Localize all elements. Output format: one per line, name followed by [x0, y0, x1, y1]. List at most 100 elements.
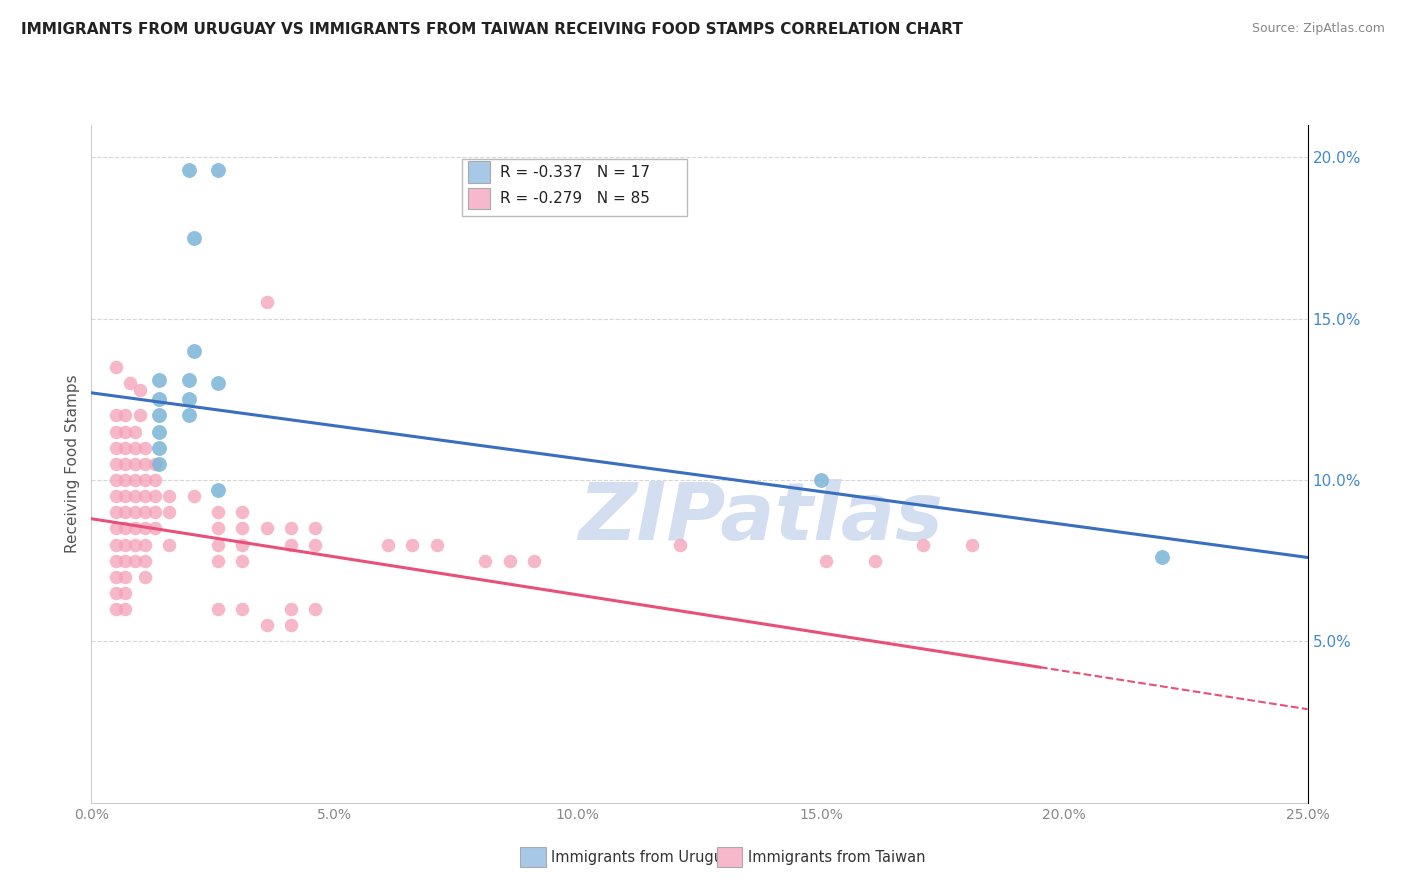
- Point: [134, 457, 156, 471]
- Point: [129, 409, 152, 423]
- Point: [104, 409, 127, 423]
- Point: [114, 505, 136, 519]
- Point: [207, 505, 229, 519]
- Point: [177, 163, 200, 178]
- Point: [426, 537, 449, 551]
- Point: [143, 505, 166, 519]
- Point: [104, 554, 127, 568]
- Point: [114, 409, 136, 423]
- Point: [148, 392, 170, 407]
- Point: [207, 483, 229, 497]
- Point: [177, 373, 200, 387]
- Point: [104, 505, 127, 519]
- Point: [183, 343, 205, 358]
- Point: [124, 425, 146, 439]
- Point: [148, 441, 170, 455]
- Point: [120, 376, 142, 391]
- Point: [104, 521, 127, 535]
- Point: [474, 554, 496, 568]
- Point: [104, 473, 127, 487]
- Point: [134, 441, 156, 455]
- Point: [104, 441, 127, 455]
- Point: [280, 618, 302, 632]
- Point: [177, 392, 200, 407]
- Point: [114, 570, 136, 584]
- Point: [124, 441, 146, 455]
- Point: [124, 473, 146, 487]
- Point: [231, 521, 253, 535]
- Point: [207, 602, 229, 616]
- Point: [207, 521, 229, 535]
- Point: [401, 537, 423, 551]
- Point: [114, 473, 136, 487]
- Point: [177, 409, 200, 423]
- Point: [669, 537, 692, 551]
- Point: [114, 441, 136, 455]
- Text: Source: ZipAtlas.com: Source: ZipAtlas.com: [1251, 22, 1385, 36]
- Point: [104, 537, 127, 551]
- Text: ZIPatlas: ZIPatlas: [578, 479, 943, 558]
- Point: [129, 383, 152, 397]
- Point: [104, 602, 127, 616]
- Point: [134, 489, 156, 503]
- Text: R = -0.279   N = 85: R = -0.279 N = 85: [501, 191, 650, 206]
- Point: [114, 586, 136, 600]
- Point: [124, 489, 146, 503]
- Point: [814, 554, 837, 568]
- Point: [157, 537, 180, 551]
- Point: [207, 376, 229, 391]
- Point: [499, 554, 522, 568]
- Point: [256, 295, 278, 310]
- Point: [104, 457, 127, 471]
- Point: [143, 489, 166, 503]
- Point: [134, 505, 156, 519]
- Point: [157, 505, 180, 519]
- Point: [280, 537, 302, 551]
- Point: [157, 489, 180, 503]
- Point: [134, 554, 156, 568]
- Point: [231, 505, 253, 519]
- Point: [280, 521, 302, 535]
- Point: [104, 359, 127, 374]
- Point: [256, 521, 278, 535]
- Y-axis label: Receiving Food Stamps: Receiving Food Stamps: [65, 375, 80, 553]
- Point: [810, 473, 832, 487]
- Point: [207, 537, 229, 551]
- Point: [114, 602, 136, 616]
- Text: Immigrants from Taiwan: Immigrants from Taiwan: [748, 850, 925, 864]
- Point: [256, 618, 278, 632]
- Point: [143, 473, 166, 487]
- Point: [148, 373, 170, 387]
- Point: [134, 570, 156, 584]
- Point: [207, 554, 229, 568]
- Point: [231, 602, 253, 616]
- Point: [114, 537, 136, 551]
- Point: [104, 489, 127, 503]
- Point: [231, 537, 253, 551]
- Point: [134, 473, 156, 487]
- Point: [1150, 550, 1173, 565]
- Point: [280, 602, 302, 616]
- Point: [912, 537, 935, 551]
- Point: [863, 554, 886, 568]
- Point: [183, 231, 205, 245]
- Point: [104, 570, 127, 584]
- Point: [124, 554, 146, 568]
- Point: [231, 554, 253, 568]
- Point: [124, 457, 146, 471]
- Point: [114, 457, 136, 471]
- Point: [104, 425, 127, 439]
- Point: [523, 554, 546, 568]
- Point: [104, 586, 127, 600]
- Point: [114, 489, 136, 503]
- Point: [148, 457, 170, 471]
- Point: [148, 409, 170, 423]
- Point: [377, 537, 399, 551]
- Point: [114, 554, 136, 568]
- Text: R = -0.337   N = 17: R = -0.337 N = 17: [501, 165, 650, 179]
- Point: [207, 163, 229, 178]
- Point: [183, 489, 205, 503]
- Point: [134, 521, 156, 535]
- Point: [143, 521, 166, 535]
- Point: [304, 602, 326, 616]
